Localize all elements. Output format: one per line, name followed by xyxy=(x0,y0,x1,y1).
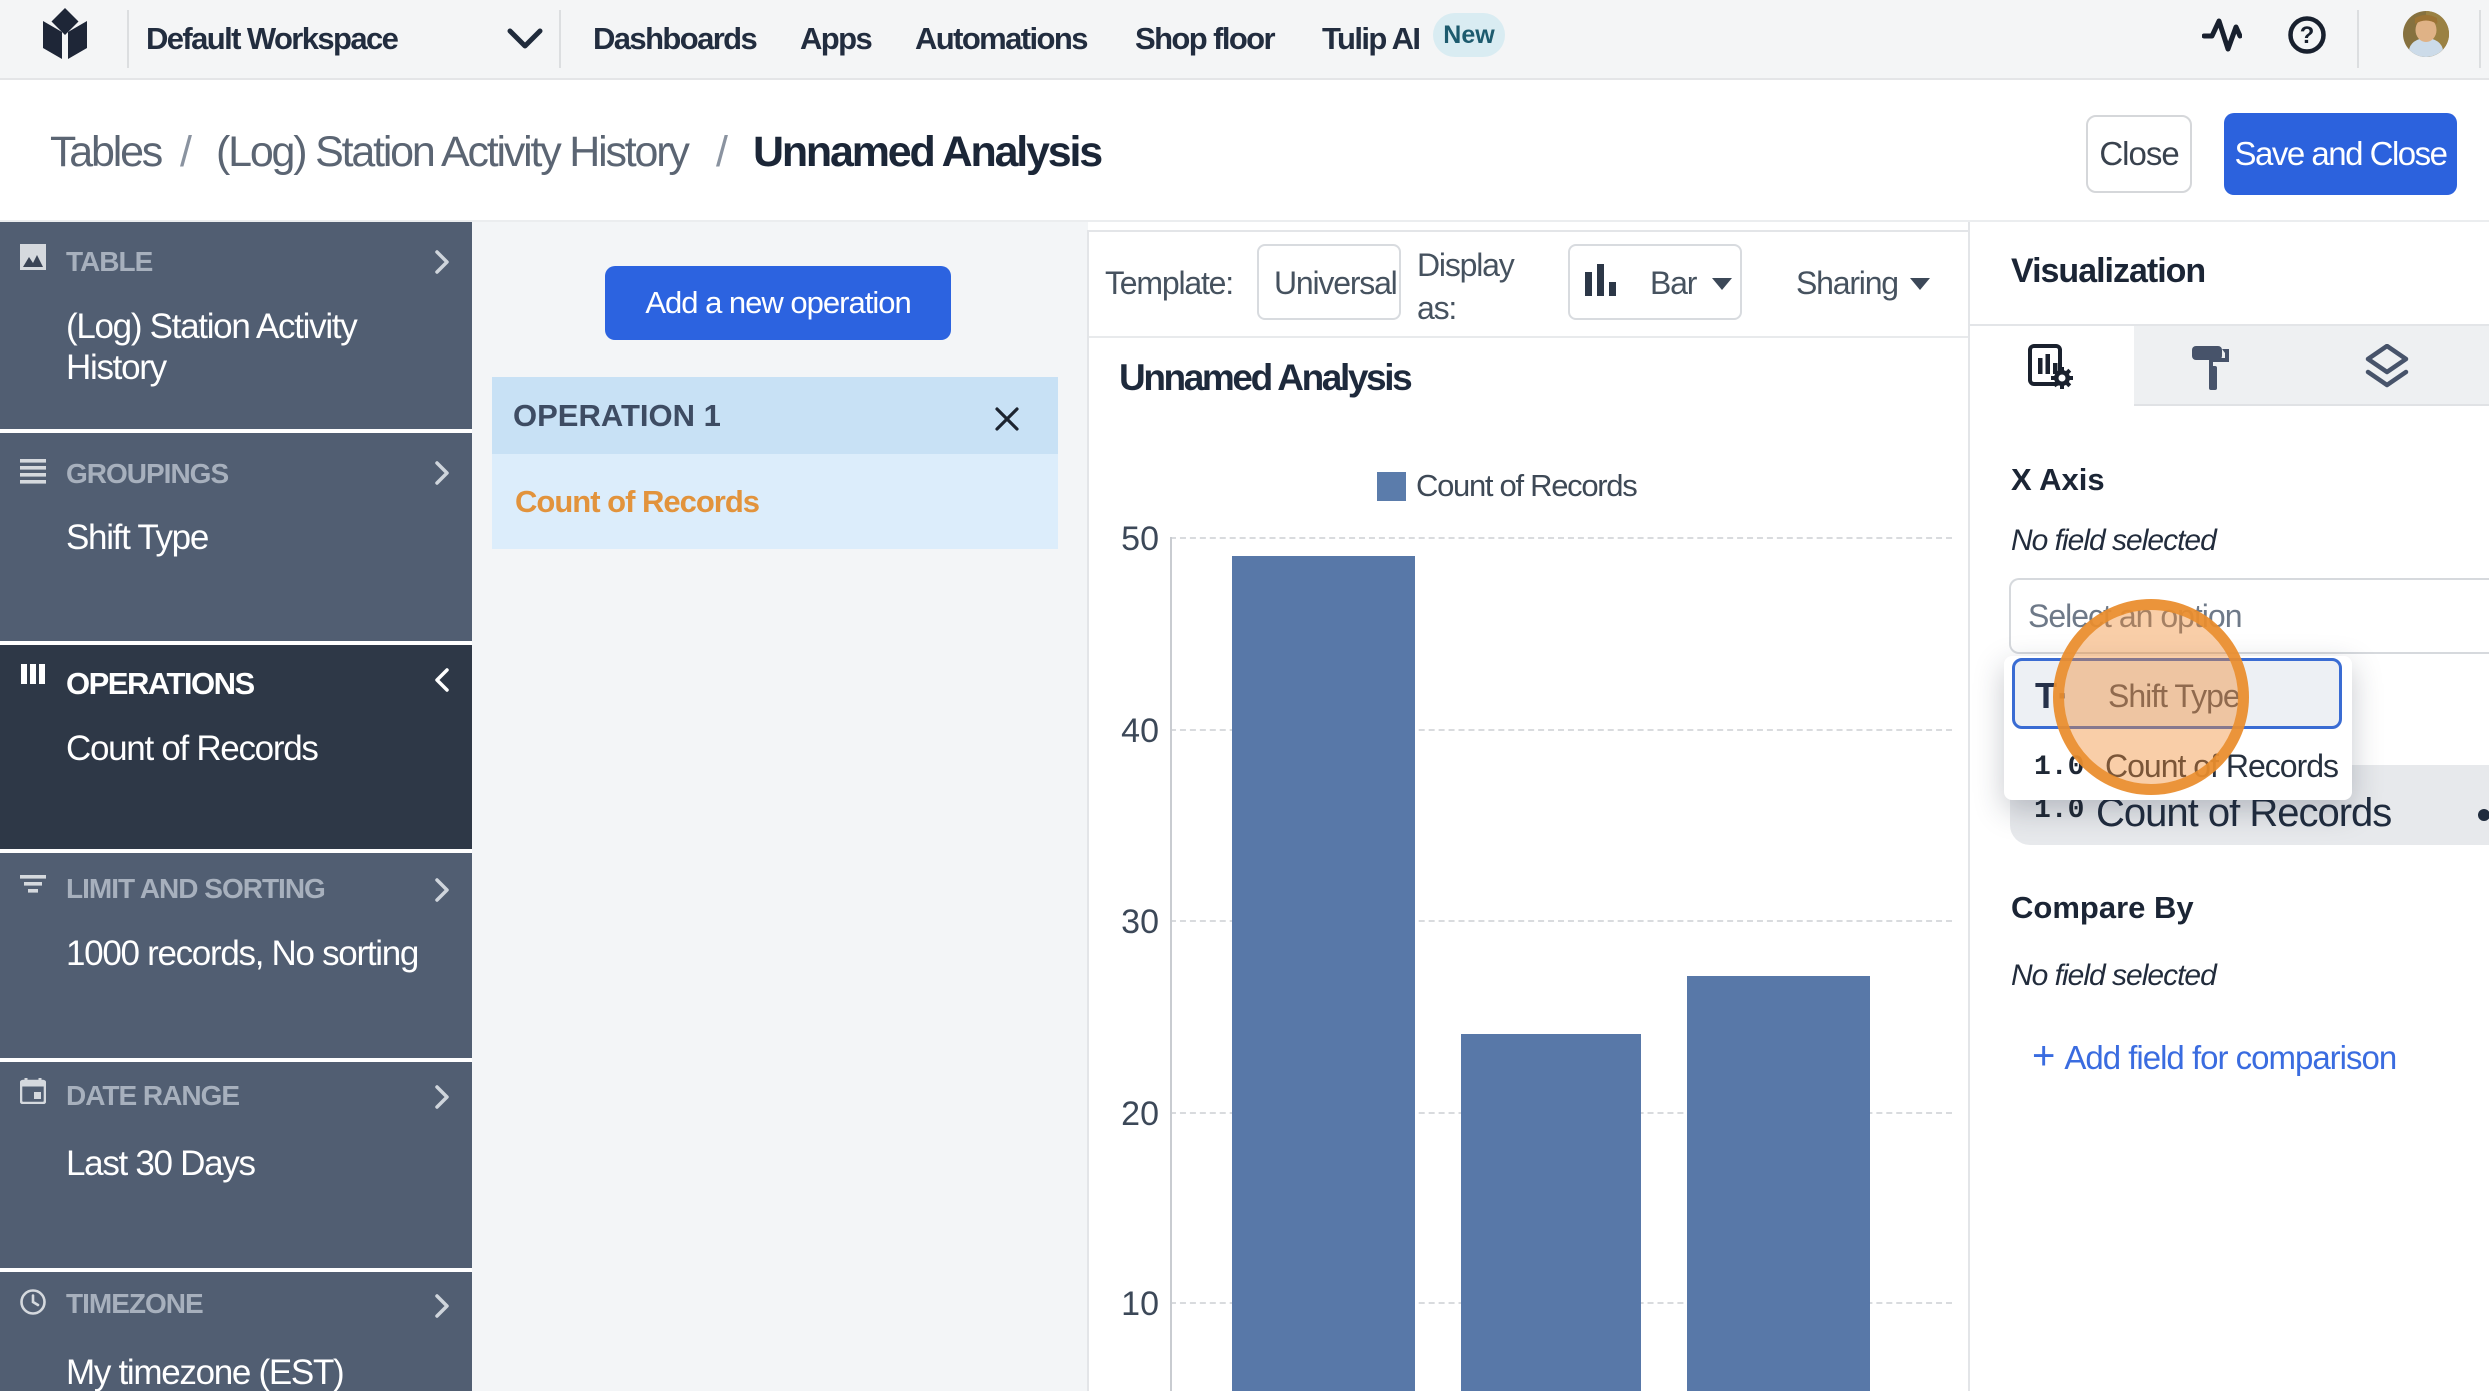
svg-text:?: ? xyxy=(2300,22,2315,49)
